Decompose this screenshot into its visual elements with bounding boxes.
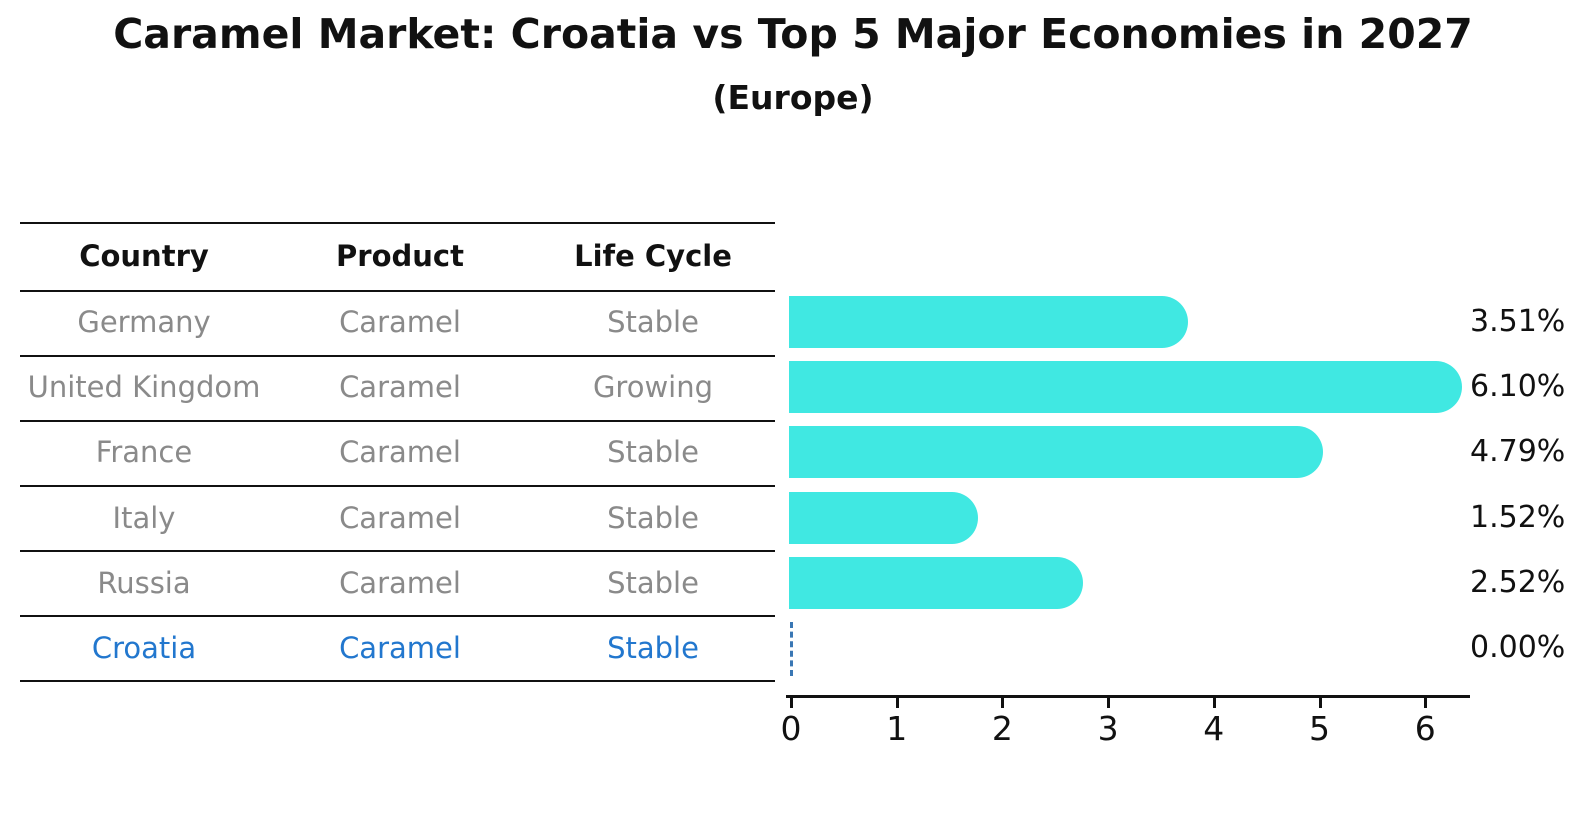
table-cell: Stable [607,435,699,470]
x-axis-line [786,695,1470,698]
bar-germany [789,296,1188,348]
bar-france [789,426,1324,479]
x-axis-tick-label: 0 [780,709,802,748]
table-header-life-cycle: Life Cycle [574,239,732,273]
x-axis-tick-label: 4 [1203,709,1225,748]
table-cell: Caramel [339,370,461,405]
x-axis-tick [1001,697,1005,708]
table-cell: Caramel [339,631,461,665]
table-rule [20,615,775,617]
table-header-product: Product [336,239,464,273]
table-cell: Stable [607,500,699,535]
x-axis-tick-label: 2 [991,709,1013,748]
table-rule [20,485,775,487]
table-rule [20,222,775,224]
x-axis-tick-label: 3 [1097,709,1119,748]
table-cell: Italy [112,500,176,535]
table-header-country: Country [79,239,209,273]
table-rule [20,290,775,292]
bar-italy [789,491,978,544]
x-axis-tick-label: 5 [1309,709,1330,748]
bar-value-label: 0.00% [1470,630,1566,665]
bar-value-label: 1.52% [1470,499,1566,535]
x-axis-tick-label: 6 [1414,709,1436,748]
table-cell: Croatia [91,631,197,665]
table-cell: United Kingdom [27,370,261,405]
table-rule [20,355,775,357]
table-cell: Stable [607,565,699,600]
table-cell: Germany [77,305,211,339]
table-cell: Growing [592,370,714,405]
x-axis-tick [790,697,793,708]
table-cell: Caramel [339,565,461,600]
x-axis-tick-label: 1 [886,709,908,748]
table-cell: Stable [607,631,699,665]
table-cell: Stable [607,305,699,339]
table-cell: Caramel [339,500,461,535]
x-axis-tick [1107,697,1111,708]
table-rule [20,420,775,422]
table-cell: France [95,435,193,470]
bar-value-label: 6.10% [1470,369,1566,405]
x-axis-tick [895,697,899,708]
bar-united-kingdom [789,361,1462,414]
bar-russia [789,556,1084,609]
x-axis-tick [1424,697,1428,708]
table-rule [20,550,775,552]
bar-value-label: 3.51% [1470,304,1566,339]
x-axis-tick [1318,697,1322,708]
zero-value-marker [790,622,793,676]
table-cell: Caramel [339,435,461,470]
bar-value-label: 4.79% [1470,434,1566,470]
chart-title: Caramel Market: Croatia vs Top 5 Major E… [113,10,1473,58]
table-rule [20,680,775,682]
bar-value-label: 2.52% [1470,564,1566,600]
table-cell: Russia [97,565,191,600]
x-axis-tick [1212,697,1216,708]
chart-subtitle: (Europe) [712,78,874,117]
table-cell: Caramel [339,305,461,339]
